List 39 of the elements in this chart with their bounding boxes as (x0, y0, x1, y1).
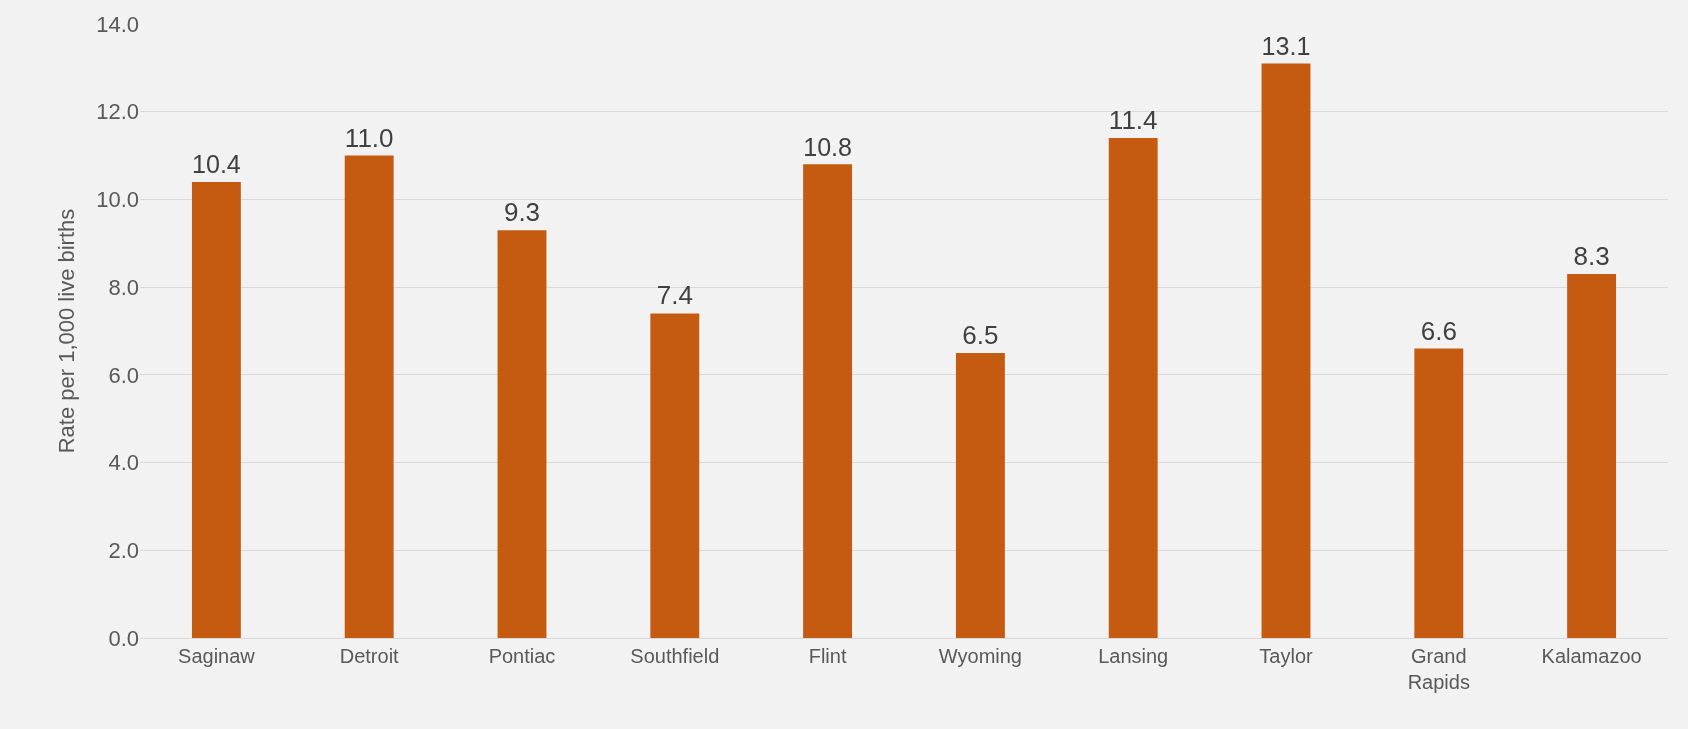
x-tick-label: Flint (808, 645, 847, 667)
bar (191, 181, 241, 638)
x-tick-label: Detroit (339, 645, 400, 667)
y-tick-label: 12.0 (96, 99, 139, 125)
x-tick-label: Grand Rapids (1407, 645, 1470, 693)
data-label: 11.4 (1108, 105, 1158, 136)
bar (803, 164, 853, 638)
bar (1261, 63, 1311, 638)
y-tick-label: 6.0 (108, 362, 139, 388)
data-label: 13.1 (1261, 31, 1311, 60)
data-label: 10.8 (803, 132, 853, 161)
bar (955, 352, 1005, 638)
x-tick-label: Pontiac (488, 645, 556, 667)
y-tick-label: 14.0 (96, 11, 139, 37)
data-label: 11.0 (344, 122, 394, 153)
bar (1108, 138, 1158, 638)
data-label: 10.4 (191, 150, 241, 179)
bar (344, 155, 394, 638)
data-label: 6.6 (1420, 315, 1457, 346)
y-tick-label: 8.0 (108, 274, 139, 300)
x-tick-label: Saginaw (178, 645, 256, 667)
y-axis-title: Rate per 1,000 live births (53, 208, 79, 454)
x-tick-label: Lansing (1098, 645, 1169, 667)
x-tick-label: Wyoming (938, 645, 1022, 667)
x-tick-label: Southfield (630, 645, 720, 667)
y-tick-label: 10.0 (96, 187, 139, 213)
data-label: 7.4 (656, 280, 693, 311)
y-tick-label: 2.0 (108, 537, 139, 563)
data-label: 9.3 (503, 197, 541, 228)
bar (1567, 273, 1617, 638)
data-label: 8.3 (1573, 240, 1610, 271)
x-tick-label: Kalamazoo (1541, 645, 1642, 667)
bar (1414, 348, 1464, 638)
data-label: 6.5 (962, 319, 999, 350)
x-tick-label: Taylor (1259, 645, 1314, 667)
bar (497, 230, 547, 638)
y-tick-label: 4.0 (108, 450, 139, 476)
bar (650, 313, 700, 638)
y-tick-label: 0.0 (108, 625, 139, 651)
